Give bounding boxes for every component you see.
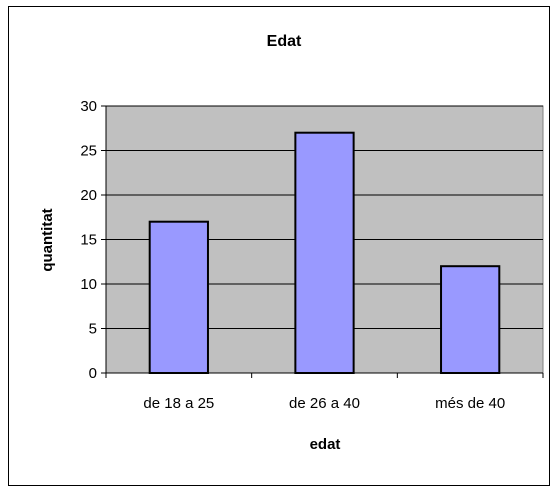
chart-title: Edat [267, 33, 302, 50]
y-tick-label: 25 [80, 143, 97, 160]
bar [148, 220, 209, 374]
y-tick-label: 15 [80, 232, 97, 249]
x-category-label: més de 40 [435, 395, 505, 412]
x-category-label: de 26 a 40 [289, 395, 360, 412]
y-tick-label: 30 [80, 98, 97, 115]
y-axis-ticks: 0 5 10 15 20 25 30 [80, 98, 106, 382]
bar [294, 131, 355, 374]
y-tick-label: 5 [89, 321, 97, 338]
x-axis-categories: de 18 a 25 de 26 a 40 més de 40 [105, 373, 544, 412]
bars [148, 131, 501, 375]
x-axis-label: edat [310, 436, 341, 453]
y-tick-label: 20 [80, 187, 97, 204]
y-tick-label: 10 [80, 276, 97, 293]
x-category-label: de 18 a 25 [143, 395, 214, 412]
y-tick-label: 0 [89, 365, 97, 382]
y-axis-label: quantitat [39, 208, 56, 271]
bar [440, 265, 501, 375]
